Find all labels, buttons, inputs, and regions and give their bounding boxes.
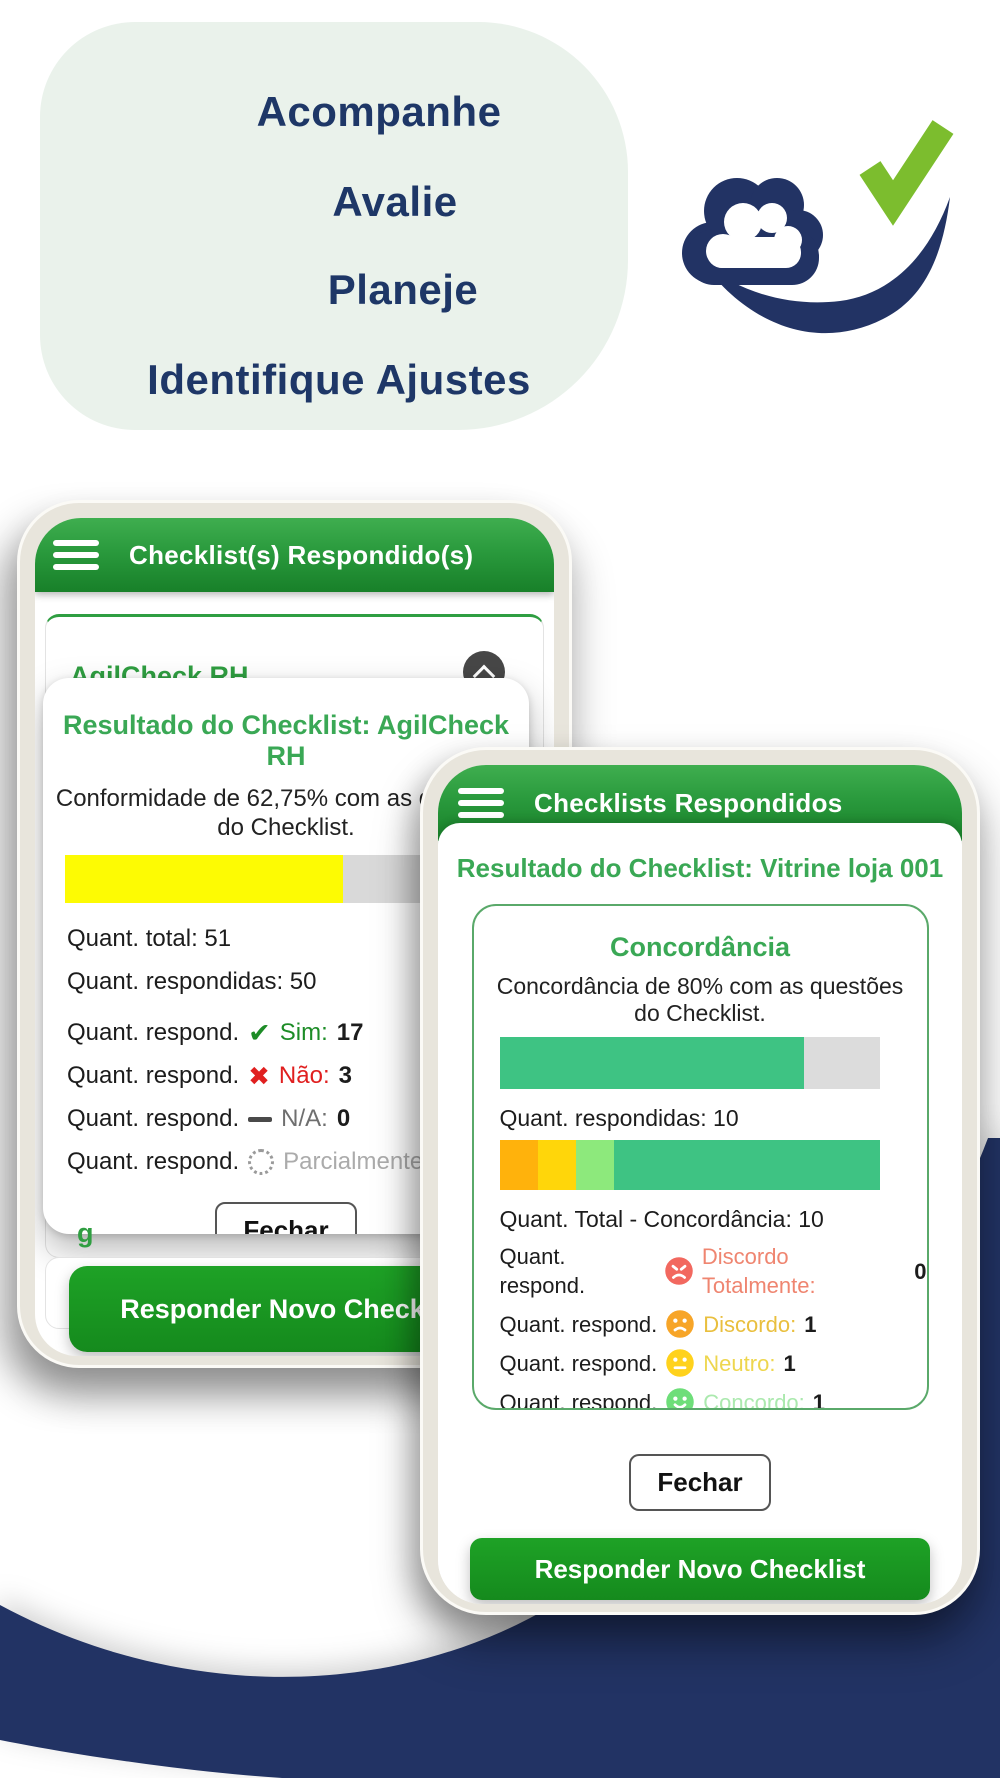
answer-row-nao: Quant. respond. ✖ Não: 3 (67, 1062, 529, 1090)
agreement-stacked-bar (499, 1140, 880, 1190)
total-line: Quant. Total - Concordância: 10 (499, 1206, 824, 1232)
row-value: 1 (812, 1389, 826, 1410)
stacked-segment-discordo (499, 1140, 538, 1190)
x-icon: ✖ (248, 1061, 270, 1091)
row-prefix: Quant. respond. (67, 1019, 240, 1046)
row-value: 1 (783, 1350, 796, 1376)
na-dash-icon (248, 1116, 273, 1122)
answer-row-na: Quant. respond. N/A: 0 (67, 1105, 529, 1133)
check-icon: ✔ (248, 1018, 271, 1048)
agreement-progress-fill (499, 1037, 804, 1089)
row-label: Discordo Totalmente: (701, 1244, 816, 1298)
smile-face-icon (666, 1388, 695, 1408)
partial-circle-icon (248, 1149, 275, 1175)
cloud-icon (682, 178, 823, 285)
new-checklist-button[interactable]: Responder Novo Checklist (470, 1538, 930, 1600)
angry-face-icon (665, 1257, 693, 1285)
stacked-segment-concordo-totalmente (613, 1140, 880, 1190)
result-title: Resultado do Checklist: Vitrine loja 001 (456, 853, 944, 883)
agreement-subtitle-line2: do Checklist. (634, 1000, 766, 1026)
row-prefix: Quant. respond. (499, 1311, 658, 1337)
quant-total-line: Quant. total: 51 (67, 925, 232, 952)
row-label: Discordo: (703, 1311, 797, 1337)
agree-row-discordo-totalmente: Quant. respond. Discordo Totalmente: 0 (500, 1242, 927, 1300)
swoosh-icon (703, 197, 950, 334)
row-prefix: Quant. respond. (67, 1105, 240, 1132)
right-content-card: Resultado do Checklist: Vitrine loja 001… (438, 823, 962, 1604)
agreement-subtitle: Concordância de 80% com as questões do C… (474, 973, 927, 1027)
quant-responded-line: Quant. respondidas: 50 (67, 968, 317, 995)
close-button[interactable]: Fechar (629, 1454, 771, 1511)
modal-title: Resultado do Checklist: AgilCheck RH (62, 710, 510, 771)
conformity-subtitle-line2: do Checklist. (217, 814, 355, 841)
row-value: 3 (338, 1062, 352, 1089)
row-prefix: Quant. respond. (67, 1062, 240, 1089)
stacked-segment-concordo (575, 1140, 614, 1190)
row-prefix: Quant. respond. (499, 1244, 586, 1298)
row-label: N/A: (281, 1105, 328, 1132)
row-label: Concordo: (703, 1389, 805, 1410)
row-prefix: Quant. respond. (67, 1148, 240, 1175)
answer-row-sim: Quant. respond. ✔ Sim: 17 (67, 1019, 529, 1047)
agree-row-concordo: Quant. respond. Concordo: 1 (499, 1387, 927, 1410)
concordancia-box: Concordância Concordância de 80% com as … (471, 904, 929, 1410)
second-item-glimpse: g (77, 1218, 94, 1248)
phone-right-screen: Checklists Respondidos Resultado do Chec… (438, 765, 962, 1604)
close-button[interactable]: Fechar (215, 1202, 357, 1234)
neutral-face-icon (666, 1349, 695, 1377)
phone-right: Checklists Respondidos Resultado do Chec… (420, 747, 980, 1615)
hero-line-avalie: Avalie (332, 178, 458, 225)
hero-line-identifique: Identifique Ajustes (147, 356, 531, 403)
left-appbar-title: Checklist(s) Respondido(s) (129, 539, 474, 570)
conformity-progress-fill (65, 855, 344, 903)
row-label: Não: (278, 1062, 330, 1089)
row-label: Parcialmente: (283, 1148, 430, 1175)
row-value: 0 (336, 1105, 351, 1132)
frown-face-icon (666, 1310, 695, 1338)
hero-line-planeje: Planeje (327, 266, 479, 313)
left-appbar: Checklist(s) Respondido(s) (35, 518, 554, 592)
row-label: Sim: (279, 1019, 328, 1046)
stacked-segment-neutro (537, 1140, 576, 1190)
responded-line: Quant. respondidas: 10 (499, 1105, 739, 1131)
menu-icon[interactable] (53, 540, 99, 570)
row-prefix: Quant. respond. (499, 1350, 658, 1376)
agreement-progress-track (499, 1037, 880, 1089)
hero-line-acompanhe: Acompanhe (256, 88, 502, 135)
box-title: Concordância (609, 932, 791, 962)
hero-panel: Acompanhe Avalie Planeje Identifique Aju… (40, 22, 628, 430)
row-value: 0 (914, 1258, 927, 1284)
agree-row-neutro: Quant. respond. Neutro: 1 (500, 1348, 927, 1378)
row-prefix: Quant. respond. (499, 1389, 658, 1410)
row-label: Neutro: (703, 1350, 776, 1376)
row-value: 17 (336, 1019, 364, 1046)
row-value: 1 (804, 1311, 817, 1337)
bottom-swoosh-decoration (0, 1138, 1000, 1778)
checkmark-icon (859, 120, 954, 226)
agreement-subtitle-line1: Concordância de 80% com as questões (496, 973, 904, 999)
menu-icon[interactable] (458, 788, 504, 818)
agree-row-discordo: Quant. respond. Discordo: 1 (500, 1309, 927, 1339)
right-appbar-title: Checklists Respondidos (534, 787, 843, 818)
brand-logo (682, 120, 954, 334)
